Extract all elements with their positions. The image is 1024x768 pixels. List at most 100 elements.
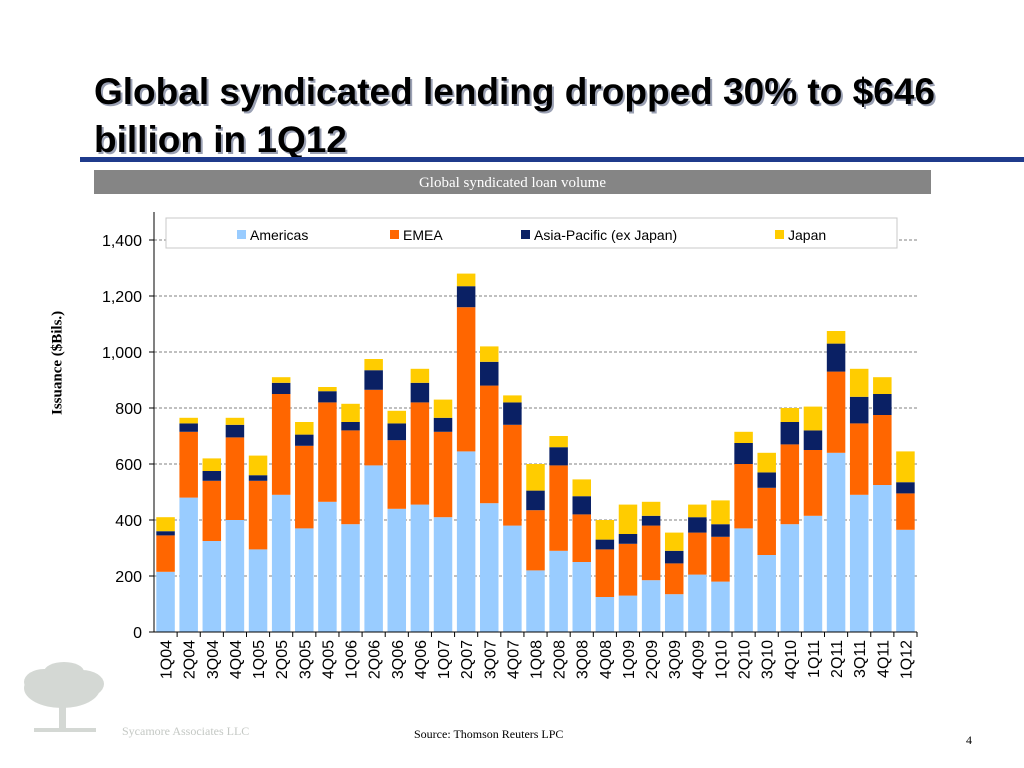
bar-segment-asia-pacific-ex-japan--3q04: [202, 471, 222, 481]
x-tick-label: 3Q09: [667, 640, 684, 679]
x-tick-label: 4Q06: [413, 640, 430, 679]
x-tick-label: 3Q10: [760, 640, 777, 679]
x-tick-label: 2Q04: [182, 640, 199, 679]
bar-segment-japan-4q07: [503, 395, 522, 403]
y-tick-label: 1,400: [102, 233, 142, 250]
y-tick-label: 200: [115, 569, 142, 586]
bar-segment-asia-pacific-ex-japan--3q10: [757, 472, 776, 488]
x-tick-label: 4Q08: [598, 640, 615, 679]
bar-segment-emea-4q08: [595, 549, 615, 597]
bar-segment-asia-pacific-ex-japan--1q12: [896, 482, 915, 494]
bar-segment-emea-4q07: [503, 424, 522, 526]
bar-segment-emea-2q08: [549, 465, 568, 551]
bar-segment-japan-1q04: [156, 517, 175, 532]
x-tick-label: 3Q06: [390, 640, 407, 679]
bar-segment-asia-pacific-ex-japan--2q08: [549, 447, 568, 466]
x-tick-label: 4Q07: [505, 640, 522, 679]
bar-segment-japan-1q05: [248, 455, 268, 476]
x-tick-label: 2Q11: [829, 640, 846, 678]
axes: 0 200 400 600 800 1,000 1,200 1,400 1Q04 2Q04 3Q04…: [102, 212, 918, 679]
bar-segment-asia-pacific-ex-japan--1q09: [618, 534, 638, 544]
bar-segment-japan-4q04: [225, 417, 245, 425]
bar-segment-asia-pacific-ex-japan--4q04: [225, 424, 245, 438]
x-tick-label: 2Q07: [459, 640, 476, 679]
bar-segment-americas-1q04: [156, 571, 175, 632]
bar-segment-emea-3q08: [572, 514, 591, 562]
bar-segment-americas-1q06: [341, 524, 360, 632]
bar-segment-asia-pacific-ex-japan--3q11: [849, 396, 869, 424]
bar-segment-americas-4q11: [873, 485, 892, 632]
bar-segment-americas-4q10: [780, 524, 800, 632]
x-tick-label: 2Q06: [367, 640, 384, 679]
bar-segment-japan-3q08: [572, 479, 591, 497]
bar-segment-emea-3q10: [757, 487, 776, 555]
legend-label: Asia-Pacific (ex Japan): [534, 227, 677, 243]
y-axis-label: Issuance ($Bils.): [49, 310, 66, 415]
bar-segment-asia-pacific-ex-japan--1q08: [526, 490, 545, 511]
bar-segment-emea-2q07: [456, 307, 476, 452]
bar-segment-asia-pacific-ex-japan--2q06: [364, 370, 383, 390]
legend-swatch: [237, 230, 246, 239]
bar-segment-emea-1q09: [618, 543, 638, 596]
x-tick-label: 4Q09: [690, 640, 707, 679]
bar-segment-japan-1q10: [711, 500, 730, 525]
bar-segment-japan-3q06: [387, 410, 407, 424]
bar-segment-americas-4q06: [410, 504, 430, 632]
x-tick-label: 2Q05: [274, 640, 291, 679]
bar-segment-asia-pacific-ex-japan--4q08: [595, 539, 615, 550]
bar-segment-asia-pacific-ex-japan--2q07: [456, 286, 476, 308]
legend-swatch: [775, 230, 784, 239]
x-tick-label: 2Q09: [644, 640, 661, 679]
y-tick-label: 800: [115, 401, 142, 418]
bar-segment-americas-3q08: [572, 562, 591, 632]
x-tick-label: 4Q05: [320, 640, 337, 679]
x-tick-label: 1Q05: [251, 640, 268, 679]
bar-segment-japan-2q05: [271, 377, 291, 383]
bar-segment-emea-4q06: [410, 402, 430, 505]
source-note: Source: Thomson Reuters LPC: [414, 727, 564, 741]
x-tick-label: 1Q04: [159, 640, 176, 679]
bar-segment-asia-pacific-ex-japan--4q05: [318, 391, 337, 403]
bar-segment-japan-1q12: [896, 451, 915, 483]
x-tick-label: 4Q04: [228, 640, 245, 679]
bar-segment-emea-2q10: [734, 464, 753, 529]
slide-title: Global syndicated lending dropped 30% to…: [94, 71, 935, 160]
bar-segment-japan-4q05: [318, 387, 337, 392]
bar-segment-americas-2q09: [641, 580, 661, 632]
bar-segment-americas-3q09: [664, 594, 684, 632]
bar-segment-americas-4q08: [595, 597, 615, 632]
bar-segment-japan-1q11: [803, 406, 823, 431]
bar-segment-asia-pacific-ex-japan--3q09: [664, 550, 684, 564]
bar-segment-emea-1q05: [248, 480, 268, 550]
bar-segment-asia-pacific-ex-japan--3q08: [572, 496, 591, 515]
bar-segment-asia-pacific-ex-japan--1q05: [248, 475, 268, 481]
y-tick-label: 600: [115, 457, 142, 474]
legend: Americas EMEA Asia-Pacific (ex Japan) Japan: [165, 217, 898, 249]
bar-segment-emea-1q06: [341, 430, 360, 525]
bar-segment-americas-1q09: [618, 595, 638, 632]
legend-label: EMEA: [403, 227, 443, 243]
x-tick-label: 1Q09: [621, 640, 638, 679]
bar-segment-americas-2q04: [179, 497, 198, 632]
bar-segment-japan-3q07: [480, 346, 499, 362]
bar-segment-americas-2q11: [826, 452, 846, 632]
bar-segment-americas-2q08: [549, 550, 568, 632]
legend-label: Japan: [788, 227, 826, 243]
bar-segment-japan-1q07: [433, 399, 453, 418]
chart-banner: Global syndicated loan volume: [94, 170, 931, 194]
bar-segment-asia-pacific-ex-japan--2q05: [271, 382, 291, 394]
bar-segment-emea-4q04: [225, 437, 245, 520]
bar-segment-japan-1q08: [526, 464, 545, 491]
bar-segment-japan-1q09: [618, 504, 638, 534]
bar-segment-asia-pacific-ex-japan--4q11: [873, 394, 892, 415]
bar-segment-asia-pacific-ex-japan--2q11: [826, 343, 846, 372]
title-underline: [80, 157, 1024, 162]
bar-segment-americas-4q04: [225, 520, 245, 632]
bar-segment-emea-3q07: [480, 385, 499, 504]
bar-segment-asia-pacific-ex-japan--2q10: [734, 443, 753, 464]
x-tick-label: 1Q07: [436, 640, 453, 679]
bar-segment-emea-2q06: [364, 389, 383, 466]
x-tick-label: 3Q11: [852, 640, 869, 678]
bar-segment-japan-2q06: [364, 359, 383, 371]
y-tick-label: 1,000: [102, 345, 142, 362]
